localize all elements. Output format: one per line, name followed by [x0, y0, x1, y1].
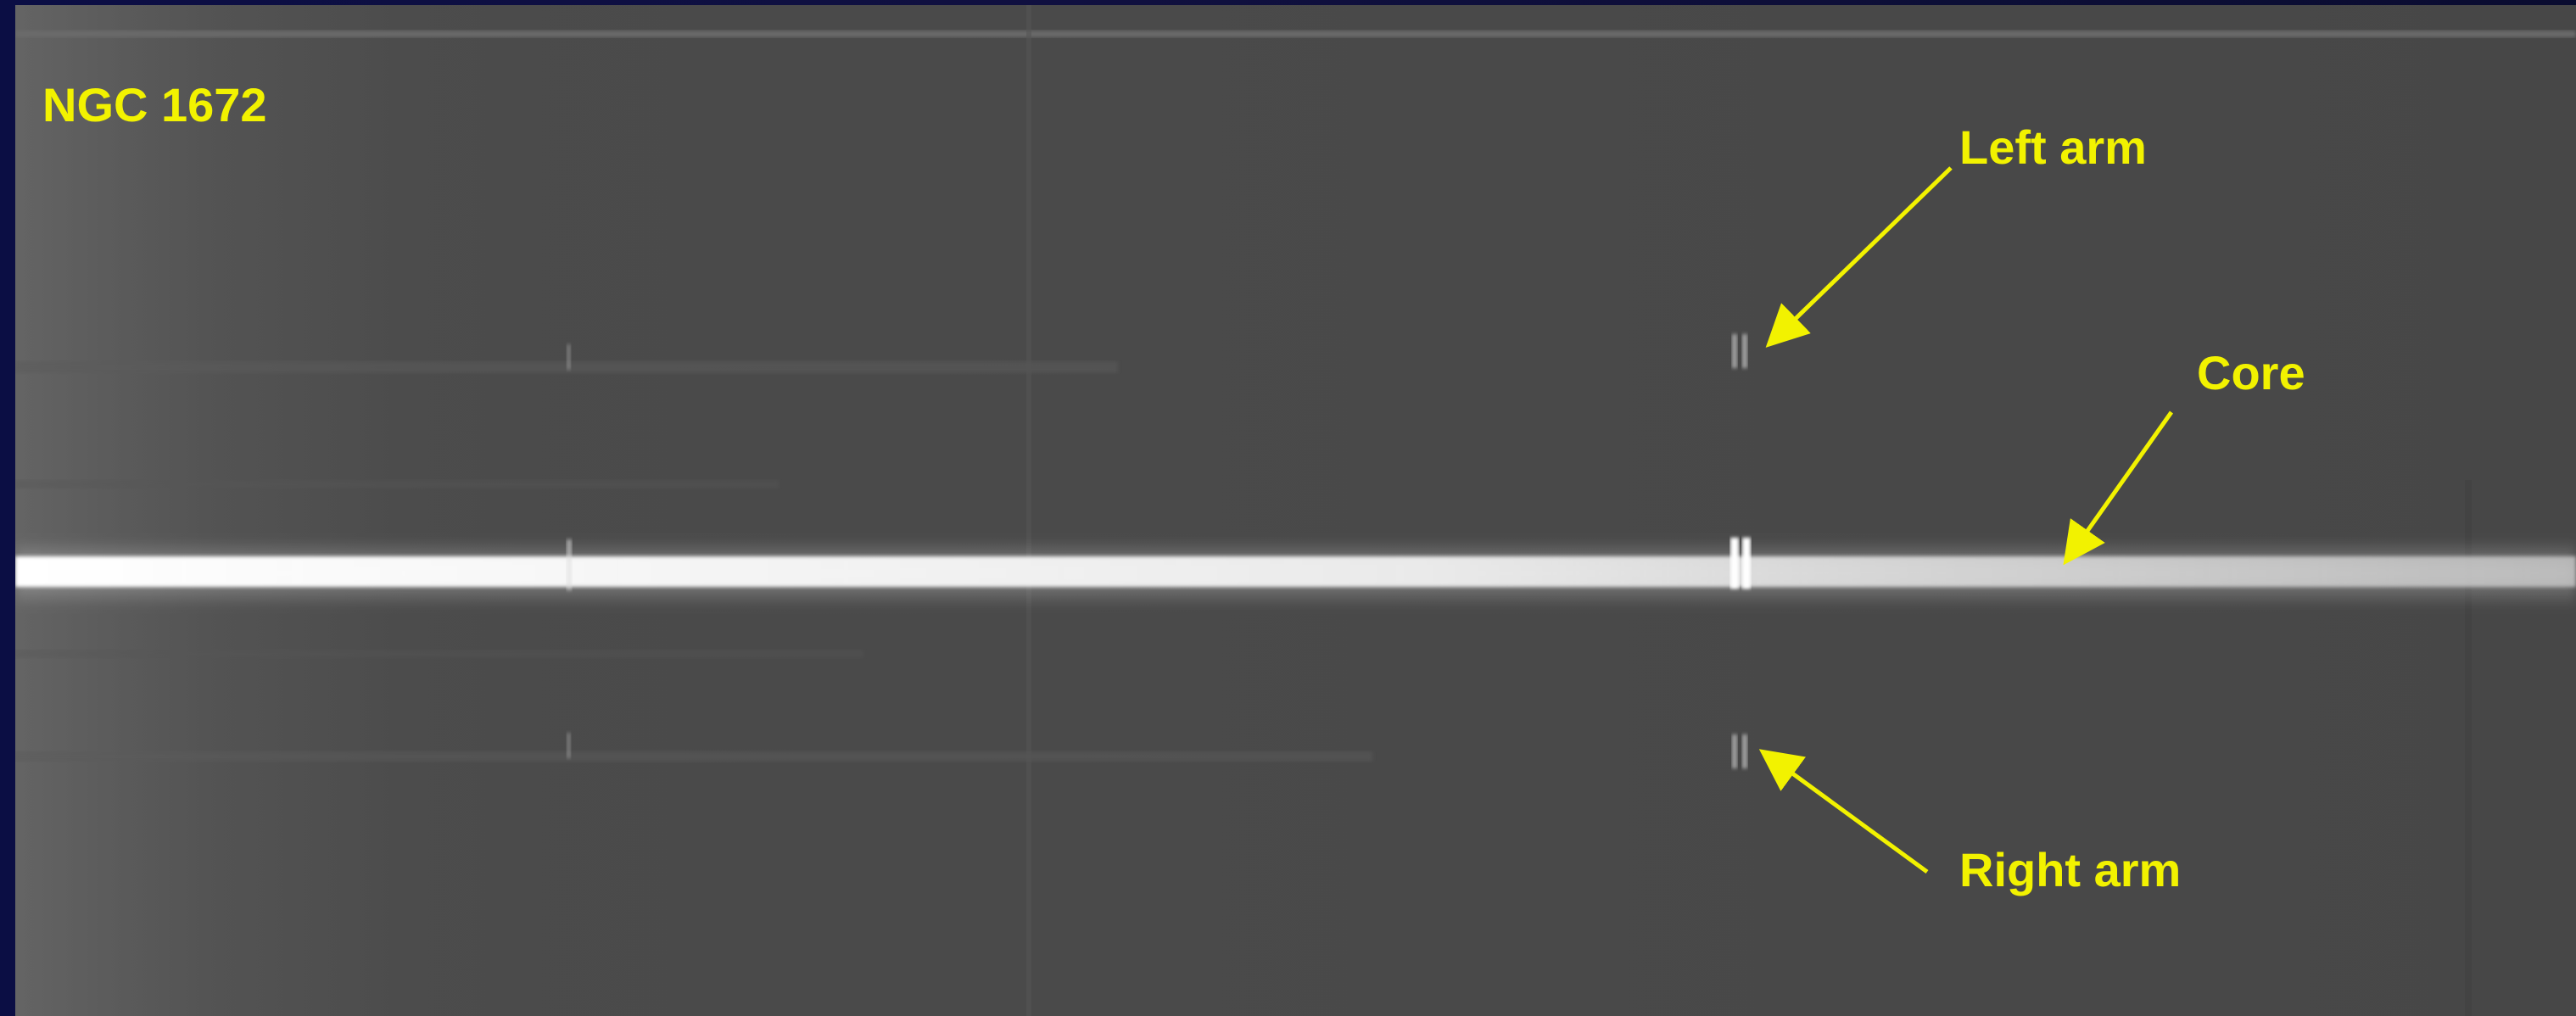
- spectrum-image: [15, 5, 2576, 1016]
- right-arm-label: Right arm: [1959, 843, 2182, 896]
- core-label: Core: [2197, 346, 2305, 399]
- left-arm-label: Left arm: [1959, 120, 2147, 174]
- spectrum-graphic: [15, 5, 2576, 1016]
- object-title: NGC 1672: [42, 78, 267, 131]
